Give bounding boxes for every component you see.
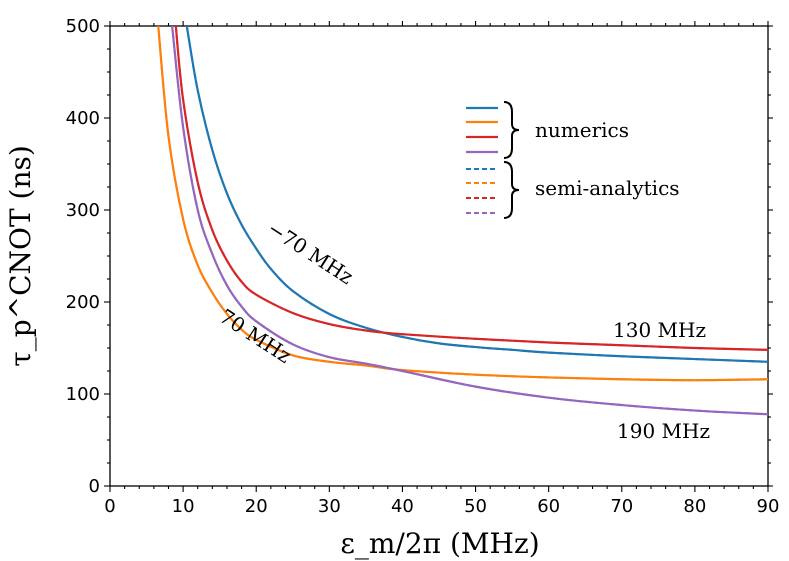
x-tick-label: 20 (245, 496, 268, 517)
y-axis-label: τ_p^CNOT (ns) (4, 145, 37, 367)
legend-label-semi-analytics: semi-analytics (535, 176, 680, 200)
x-tick-label: 40 (391, 496, 414, 517)
series-line-numerics-0 (185, 26, 768, 363)
series-line-semi-analytics-0 (185, 26, 768, 363)
y-tick-label: 0 (89, 476, 100, 497)
x-tick-label: 30 (318, 496, 341, 517)
y-tick-label: 200 (66, 292, 100, 313)
legend-brace-semi-analytics (503, 161, 520, 219)
x-tick-label: 50 (464, 496, 487, 517)
y-axis-ticks: 0 100 200 300 400 500 (66, 16, 773, 497)
x-tick-label: 10 (172, 496, 195, 517)
y-tick-label: 300 (66, 200, 100, 221)
x-tick-label: 70 (610, 496, 633, 517)
series-line-numerics-3 (171, 26, 768, 416)
series-layer (157, 26, 768, 416)
x-axis-label: ε_m/2π (MHz) (340, 527, 539, 560)
y-tick-label: 100 (66, 384, 100, 405)
x-tick-label: 60 (537, 496, 560, 517)
legend-brace-numerics (503, 101, 520, 159)
series-line-semi-analytics-1 (157, 26, 768, 382)
x-tick-label: 0 (104, 496, 115, 517)
annotation-190-mhz: 190 MHz (617, 419, 710, 443)
annotation-130-mhz: 130 MHz (613, 318, 706, 342)
y-tick-label: 400 (66, 108, 100, 129)
x-axis-ticks: 0 10 20 30 40 50 60 70 80 90 (104, 21, 779, 517)
annotation-minus-70-mhz: −70 MHz (263, 216, 357, 289)
annotation-70-mhz: 70 MHz (215, 304, 295, 368)
legend-label-numerics: numerics (535, 118, 629, 142)
series-line-semi-analytics-3 (171, 26, 768, 416)
legend: numerics semi-analytics (466, 101, 680, 219)
y-tick-label: 500 (66, 16, 100, 37)
plot-frame (109, 25, 769, 487)
x-tick-label: 90 (757, 496, 780, 517)
x-tick-label: 80 (683, 496, 706, 517)
series-line-semi-analytics-2 (174, 26, 768, 351)
